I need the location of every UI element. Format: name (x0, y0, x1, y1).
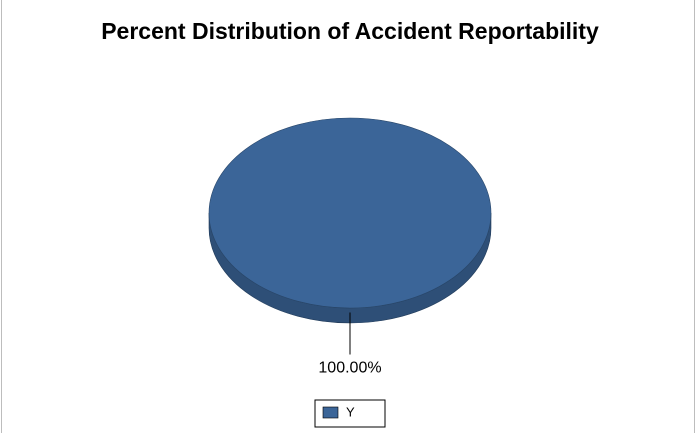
chart-title: Percent Distribution of Accident Reporta… (101, 18, 599, 44)
pie-slice (208, 117, 492, 309)
legend-label: Y (346, 404, 355, 419)
legend-swatch (322, 406, 339, 419)
data-label: 100.00% (318, 360, 381, 377)
